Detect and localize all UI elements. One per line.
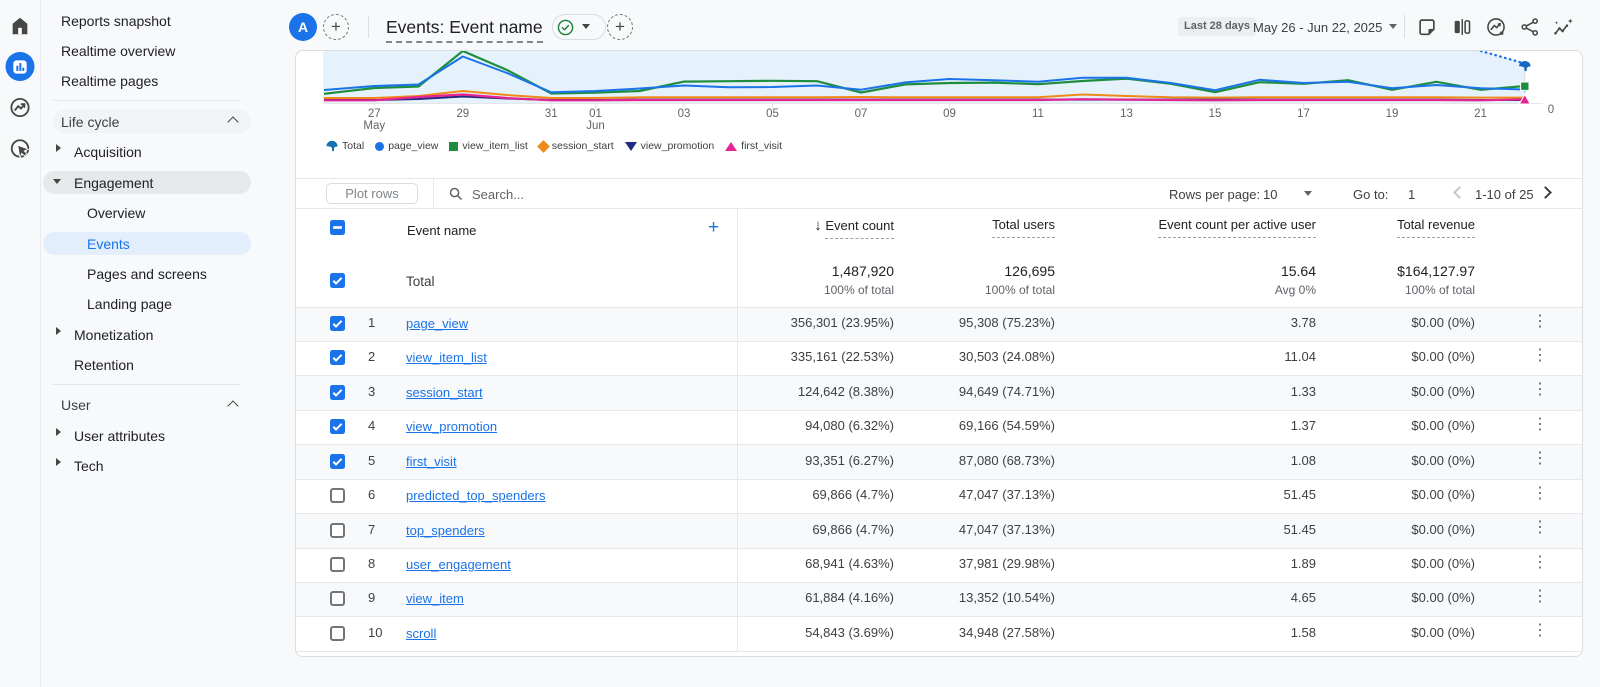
svg-text:29: 29: [456, 108, 469, 120]
svg-text:0: 0: [1548, 104, 1554, 116]
svg-text:15: 15: [1209, 108, 1222, 120]
svg-text:31: 31: [545, 108, 558, 120]
svg-text:11: 11: [1032, 108, 1044, 120]
svg-text:13: 13: [1120, 108, 1133, 120]
svg-text:27: 27: [368, 108, 381, 120]
svg-text:21: 21: [1474, 108, 1487, 120]
svg-text:05: 05: [766, 108, 779, 120]
svg-text:07: 07: [855, 108, 868, 120]
svg-text:May: May: [363, 120, 385, 132]
svg-text:Jun: Jun: [586, 120, 605, 132]
svg-text:19: 19: [1386, 108, 1399, 120]
svg-text:09: 09: [943, 108, 956, 120]
svg-text:17: 17: [1297, 108, 1310, 120]
svg-text:01: 01: [589, 108, 602, 120]
svg-text:03: 03: [678, 108, 691, 120]
